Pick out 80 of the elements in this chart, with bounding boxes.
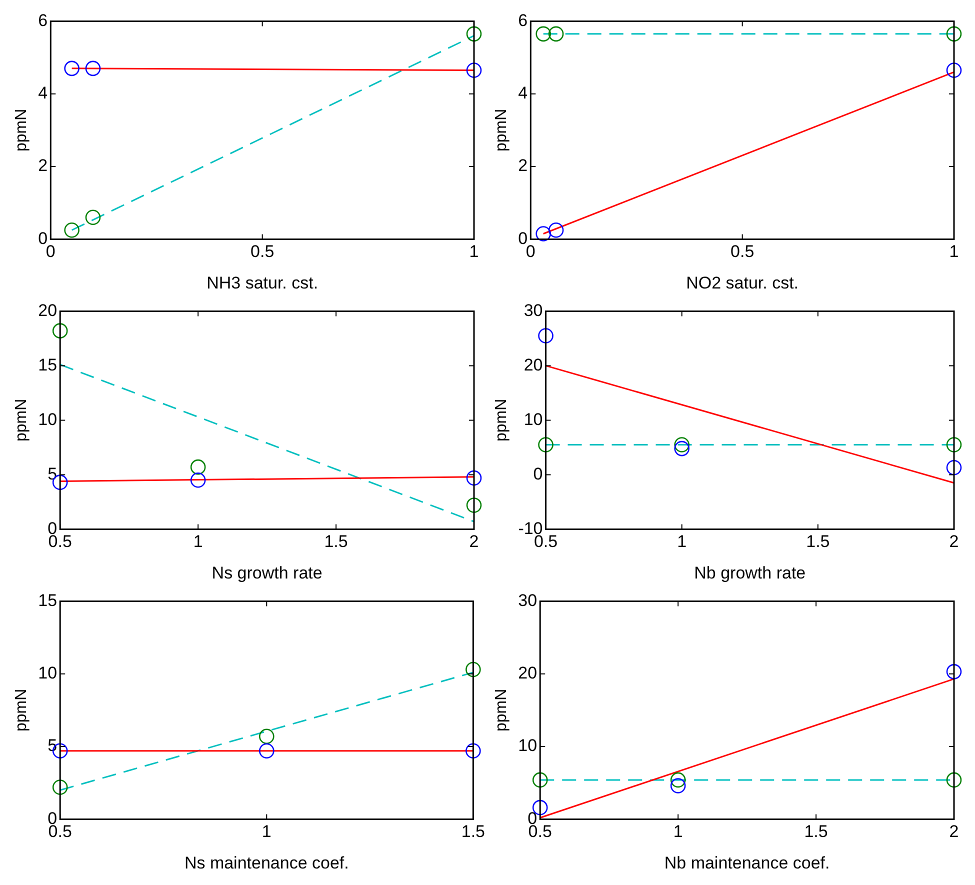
- y-tick-label: 6: [38, 10, 48, 30]
- y-tick-label: 10: [38, 664, 58, 683]
- y-tick-label: 20: [524, 355, 543, 374]
- x-tick-label: 2: [469, 532, 479, 552]
- x-axis-title: Ns maintenance coef.: [184, 853, 349, 872]
- y-axis-title: ppmN: [493, 398, 510, 442]
- point: [674, 437, 690, 452]
- point: [85, 210, 101, 226]
- x-tick-label: 0.5: [730, 242, 754, 262]
- point: [258, 743, 274, 759]
- point: [548, 26, 564, 42]
- y-tick-label: 20: [38, 300, 58, 320]
- point: [466, 26, 482, 42]
- point: [946, 460, 962, 476]
- x-tick-label: 1.5: [461, 822, 486, 842]
- point: [190, 472, 206, 488]
- x-tick-label: 1.5: [324, 532, 348, 552]
- x-axis-title: Ns growth rate: [212, 563, 322, 582]
- x-tick-label: 1: [677, 532, 687, 552]
- x-tick-label: 1: [193, 532, 203, 552]
- point: [52, 780, 68, 795]
- y-tick-label: 2: [518, 156, 528, 176]
- y-tick-label: 20: [518, 664, 538, 683]
- point: [538, 328, 554, 344]
- y-tick-label: 10: [518, 736, 538, 756]
- point: [466, 498, 482, 513]
- point: [64, 222, 80, 238]
- x-axis-title: Nb growth rate: [694, 563, 806, 582]
- y-tick-label: 0: [518, 228, 528, 248]
- point: [946, 26, 962, 42]
- x-tick-label: 1: [262, 822, 272, 842]
- y-tick-label: 10: [524, 410, 543, 429]
- point: [946, 437, 962, 452]
- y-tick-label: 2: [38, 156, 48, 176]
- x-tick-label: 1: [469, 242, 479, 262]
- point: [258, 728, 274, 744]
- point: [85, 60, 101, 76]
- point: [466, 470, 482, 486]
- x-tick-label: 2: [949, 532, 959, 552]
- x-tick-label: 1.5: [804, 822, 828, 842]
- point: [538, 437, 554, 452]
- point: [466, 743, 481, 759]
- point: [548, 222, 564, 238]
- point: [532, 772, 548, 788]
- point: [670, 778, 686, 794]
- x-tick-label: 1: [673, 822, 683, 842]
- y-axis-title: ppmN: [13, 108, 30, 152]
- point: [674, 440, 690, 456]
- y-tick-label: 6: [518, 10, 528, 30]
- y-tick-label: 0: [38, 228, 48, 248]
- point: [52, 323, 68, 338]
- y-tick-label: 0: [533, 464, 543, 484]
- x-axis-title: NH3 satur. cst.: [206, 273, 318, 292]
- x-axis-title: Nb maintenance coef.: [664, 853, 830, 872]
- point: [64, 60, 80, 76]
- point: [466, 62, 482, 78]
- point: [536, 26, 552, 42]
- x-tick-label: 2: [949, 822, 959, 842]
- point: [190, 459, 206, 475]
- y-axis-title: ppmN: [13, 398, 30, 442]
- y-tick-label: 15: [38, 355, 58, 374]
- y-tick-label: 30: [524, 300, 543, 320]
- y-axis-title: ppmN: [493, 108, 510, 152]
- y-axis-title: ppmN: [13, 688, 30, 732]
- point: [466, 662, 481, 678]
- y-tick-label: 4: [38, 84, 48, 103]
- point: [946, 664, 962, 680]
- x-axis-title: NO2 satur. cst.: [686, 273, 799, 292]
- y-tick-label: 4: [518, 84, 528, 103]
- point: [536, 226, 552, 242]
- point: [670, 772, 686, 788]
- y-tick-label: 15: [38, 590, 58, 610]
- x-tick-label: 0.5: [250, 242, 274, 262]
- y-tick-label: 30: [518, 590, 538, 610]
- point: [946, 62, 962, 78]
- x-tick-label: 1.5: [806, 532, 830, 552]
- point: [946, 772, 962, 788]
- x-tick-label: 1: [949, 242, 959, 262]
- y-axis-title: ppmN: [493, 688, 510, 732]
- y-tick-label: 10: [38, 410, 58, 429]
